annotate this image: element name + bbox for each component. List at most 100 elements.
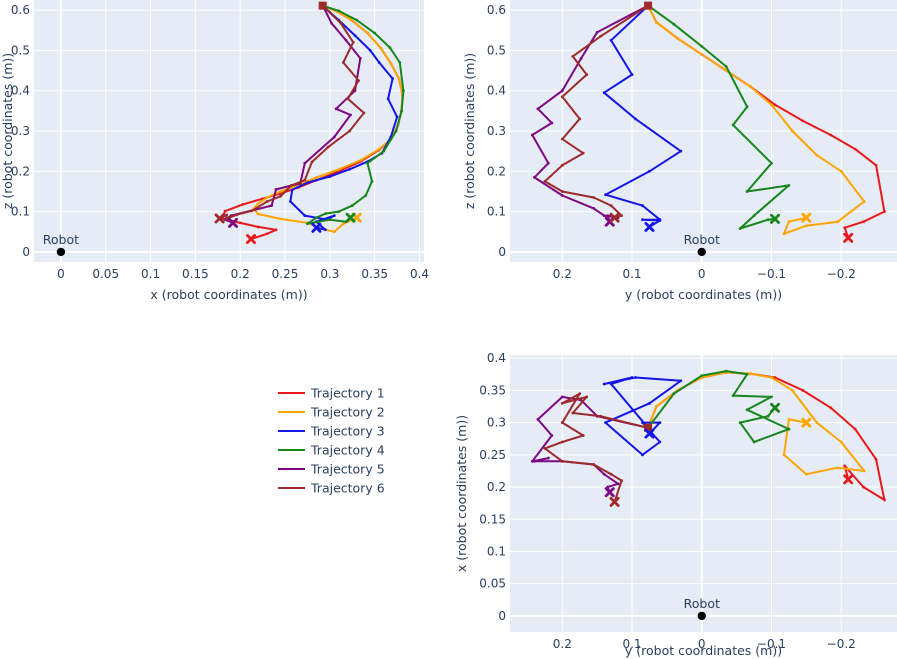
x-tick-label: 0.25 bbox=[272, 267, 299, 281]
trajectory-point bbox=[770, 395, 773, 399]
trajectory-point bbox=[738, 421, 742, 425]
end-marker-6 bbox=[609, 496, 620, 507]
legend-item-4[interactable]: Trajectory 4 bbox=[278, 443, 385, 458]
legend[interactable]: Trajectory 1 Trajectory 2 Trajectory 3 Traj… bbox=[278, 386, 385, 496]
trajectory-point bbox=[679, 149, 683, 153]
trajectory-point bbox=[675, 36, 679, 40]
trajectory-point bbox=[836, 220, 840, 224]
y-tick-label: 0.1 bbox=[11, 205, 30, 219]
legend-label: Trajectory 5 bbox=[310, 462, 385, 477]
trajectory-point bbox=[620, 214, 623, 218]
trajectory-point bbox=[400, 109, 403, 113]
trajectory-point bbox=[303, 214, 307, 218]
y-tick-label: 0 bbox=[498, 245, 506, 259]
robot-marker[interactable] bbox=[697, 611, 706, 621]
trajectory-point bbox=[658, 440, 662, 444]
robot-marker[interactable] bbox=[56, 247, 66, 257]
trajectory-point bbox=[357, 79, 360, 83]
end-marker-6 bbox=[609, 212, 620, 223]
trajectory-point bbox=[787, 184, 791, 187]
trajectory-point bbox=[829, 133, 833, 137]
legend-item-2[interactable]: Trajectory 2 bbox=[278, 405, 385, 420]
trajectory-point bbox=[609, 38, 613, 42]
start-marker bbox=[318, 1, 327, 10]
trajectory-point bbox=[752, 440, 756, 444]
end-marker-2-b bbox=[801, 212, 812, 223]
trajectory-point bbox=[315, 175, 318, 179]
trajectory-point bbox=[323, 212, 327, 216]
panel-yz: 0.2 0.1 0 −0.1 −0.2 0 0.1 0.2 0.3 0.4 0.5 0.6 y (rob… bbox=[462, 0, 897, 302]
y-tick-label: 0.35 bbox=[479, 383, 506, 397]
trajectory-point bbox=[599, 34, 603, 38]
trajectory-point bbox=[829, 406, 833, 410]
trajectory-line-2[interactable] bbox=[647, 5, 866, 235]
x-tick-label: −0.1 bbox=[757, 637, 786, 651]
trajectory-point bbox=[578, 117, 582, 121]
trajectory-point bbox=[303, 161, 307, 165]
trajectory-point bbox=[306, 181, 309, 184]
trajectory-point bbox=[604, 193, 607, 197]
plot-area bbox=[510, 355, 897, 632]
trajectory-point bbox=[358, 57, 362, 60]
trajectory-point bbox=[533, 175, 536, 179]
trajectory-point bbox=[770, 103, 773, 107]
trajectory-point bbox=[536, 107, 540, 111]
trajectory-point bbox=[782, 453, 786, 457]
trajectory-point bbox=[560, 459, 564, 463]
trajectory-point bbox=[265, 232, 269, 236]
trajectory-point bbox=[609, 382, 613, 386]
trajectory-point bbox=[804, 224, 808, 228]
trajectory-point bbox=[787, 418, 791, 421]
trajectory-point bbox=[724, 369, 728, 373]
trajectory-point bbox=[349, 17, 352, 21]
trajectory-point bbox=[655, 20, 658, 24]
trajectory-point bbox=[337, 167, 341, 171]
trajectory-point bbox=[620, 479, 623, 483]
y-tick-label: 0.4 bbox=[487, 351, 506, 365]
trajectory-point bbox=[592, 206, 596, 210]
trajectory-point bbox=[353, 89, 357, 93]
trajectory-point bbox=[560, 421, 564, 425]
trajectory-point bbox=[377, 61, 381, 64]
trajectory-point bbox=[348, 167, 351, 171]
end-marker-5 bbox=[228, 217, 239, 228]
trajectory-point bbox=[731, 123, 735, 127]
trajectory-point bbox=[391, 77, 395, 80]
trajectory-point bbox=[337, 210, 341, 214]
end-marker-4 bbox=[769, 402, 780, 413]
trajectory-point bbox=[389, 61, 393, 65]
legend-item-6[interactable]: Trajectory 6 bbox=[278, 481, 385, 496]
trajectory-point bbox=[752, 214, 756, 218]
end-marker-3 bbox=[644, 221, 655, 232]
y-tick-label: 0 bbox=[498, 609, 506, 623]
trajectory-point bbox=[332, 135, 336, 139]
trajectory-point bbox=[745, 105, 749, 109]
end-marker-1 bbox=[843, 474, 854, 485]
trajectory-point bbox=[328, 218, 332, 222]
end-marker-1 bbox=[245, 234, 256, 245]
x-tick-label: 0 bbox=[698, 267, 706, 281]
trajectory-point bbox=[602, 214, 606, 218]
robot-label: Robot bbox=[684, 596, 720, 611]
trajectory-point bbox=[634, 376, 637, 379]
trajectory-line-3[interactable] bbox=[289, 4, 399, 231]
trajectory-point bbox=[279, 217, 282, 221]
robot-marker[interactable] bbox=[697, 247, 706, 257]
trajectory-point bbox=[362, 111, 366, 115]
start-marker bbox=[644, 1, 653, 10]
legend-item-1[interactable]: Trajectory 1 bbox=[278, 386, 385, 401]
trajectory-point bbox=[560, 401, 564, 405]
legend-item-3[interactable]: Trajectory 3 bbox=[278, 424, 385, 439]
trajectory-point bbox=[238, 221, 242, 225]
trajectory-point bbox=[581, 151, 585, 155]
trajectory-point bbox=[579, 57, 583, 60]
trajectory-point bbox=[543, 179, 547, 183]
trajectory-point bbox=[641, 453, 644, 457]
y-tick-label: 0.25 bbox=[479, 448, 506, 462]
trajectory-point bbox=[839, 440, 843, 444]
legend-item-5[interactable]: Trajectory 5 bbox=[278, 462, 385, 477]
trajectory-point bbox=[770, 161, 773, 165]
trajectory-point bbox=[648, 169, 651, 173]
trajectory-point bbox=[585, 73, 589, 76]
end-marker-5-b bbox=[228, 217, 239, 228]
